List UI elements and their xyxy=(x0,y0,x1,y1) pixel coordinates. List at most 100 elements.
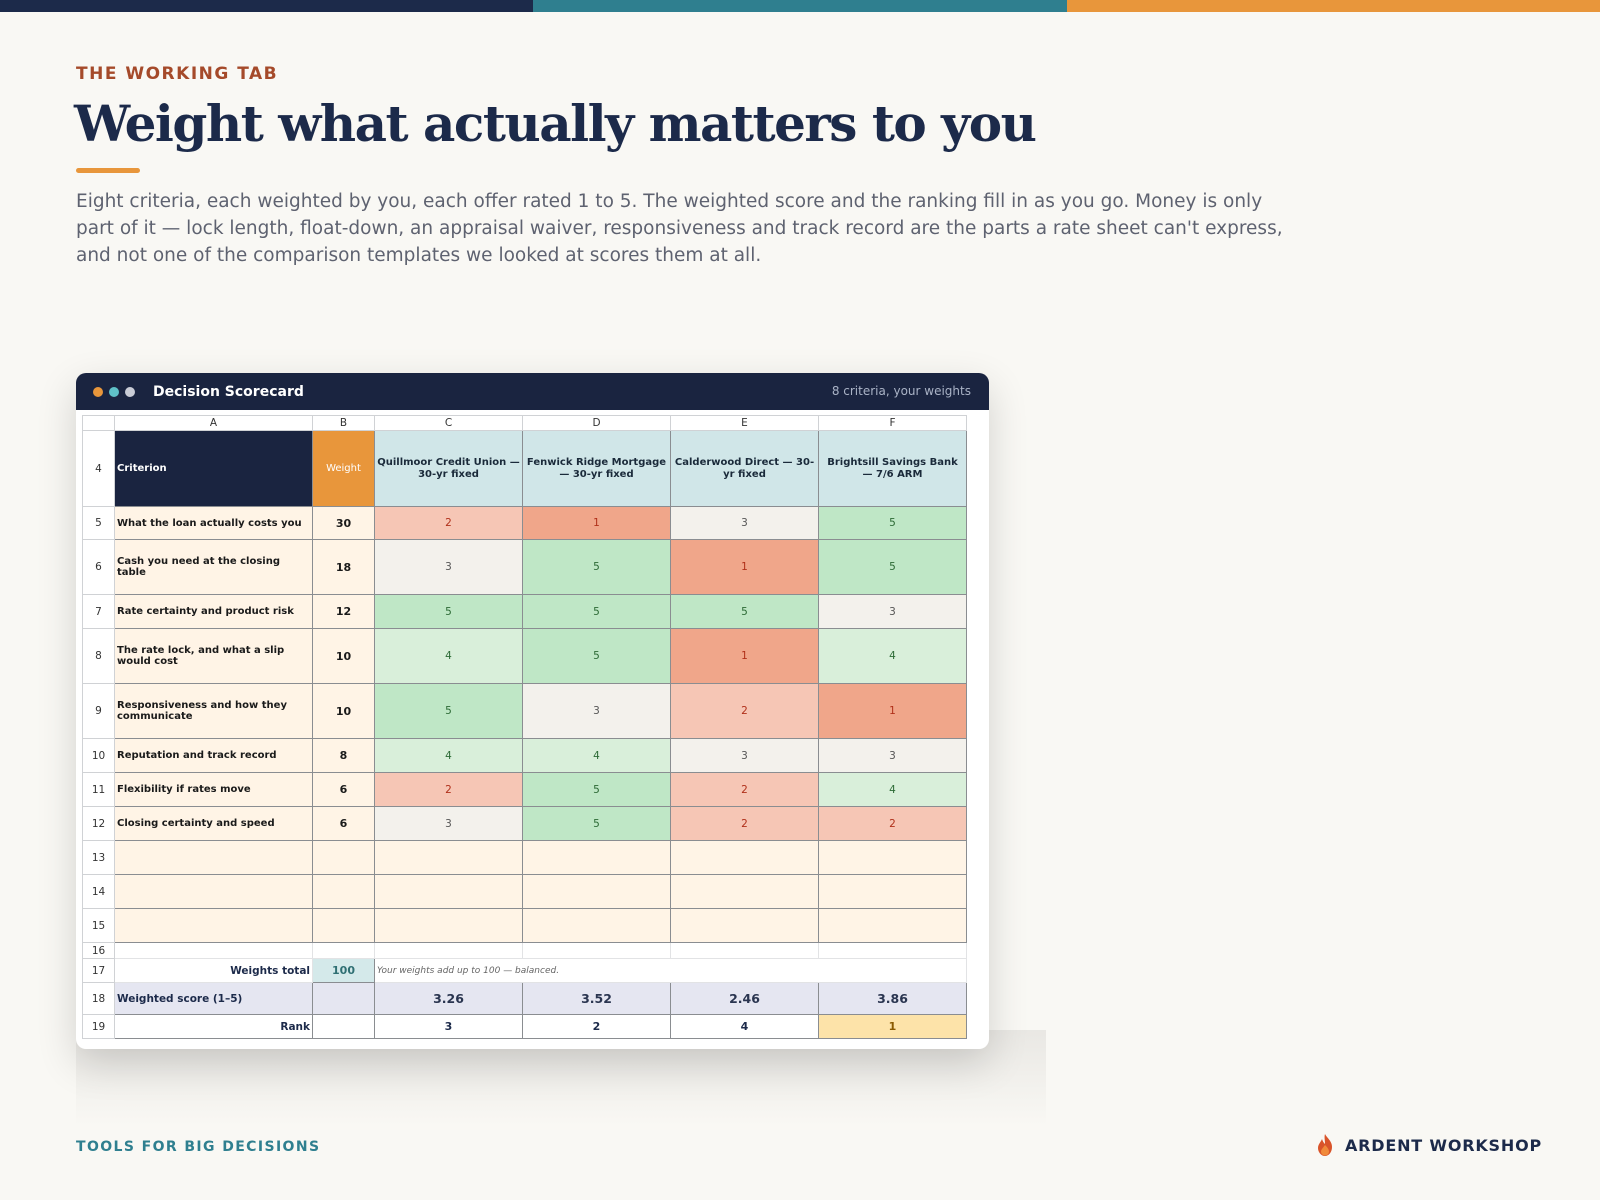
criterion-header[interactable]: Criterion xyxy=(114,430,313,507)
row-number[interactable]: 7 xyxy=(82,594,115,629)
weighted-score-value[interactable]: 3.86 xyxy=(818,982,967,1015)
row-number[interactable]: 11 xyxy=(82,772,115,807)
column-header-e[interactable]: E xyxy=(670,415,819,431)
empty-cell[interactable] xyxy=(818,840,967,875)
criterion-cell[interactable]: Responsiveness and how they communicate xyxy=(114,683,313,739)
score-cell[interactable]: 4 xyxy=(522,738,671,773)
blank-cell[interactable] xyxy=(818,942,967,959)
score-cell[interactable]: 2 xyxy=(670,683,819,739)
corner-cell[interactable] xyxy=(82,415,115,431)
rank-weight-cell[interactable] xyxy=(312,1014,375,1039)
criterion-cell[interactable]: Rate certainty and product risk xyxy=(114,594,313,629)
empty-cell[interactable] xyxy=(114,840,313,875)
score-cell[interactable]: 1 xyxy=(670,628,819,684)
weighted-score-value[interactable]: 3.52 xyxy=(522,982,671,1015)
row-number[interactable]: 19 xyxy=(82,1014,115,1039)
weighted-score-label[interactable]: Weighted score (1–5) xyxy=(114,982,313,1015)
row-number[interactable]: 15 xyxy=(82,908,115,943)
weight-cell[interactable]: 18 xyxy=(312,539,375,595)
row-number[interactable]: 13 xyxy=(82,840,115,875)
score-cell[interactable]: 2 xyxy=(670,806,819,841)
score-cell[interactable]: 5 xyxy=(818,506,967,540)
weighted-score-value[interactable]: 3.26 xyxy=(374,982,523,1015)
row-number[interactable]: 17 xyxy=(82,958,115,983)
row-number[interactable]: 18 xyxy=(82,982,115,1015)
weight-cell[interactable]: 10 xyxy=(312,683,375,739)
score-cell[interactable]: 1 xyxy=(818,683,967,739)
weight-cell[interactable]: 12 xyxy=(312,594,375,629)
window-dot-orange[interactable] xyxy=(93,386,103,397)
offer-header-calderwood[interactable]: Calderwood Direct — 30-yr fixed xyxy=(670,430,819,507)
offer-header-fenwick[interactable]: Fenwick Ridge Mortgage — 30-yr fixed xyxy=(522,430,671,507)
row-number[interactable]: 10 xyxy=(82,738,115,773)
criterion-cell[interactable]: Cash you need at the closing table xyxy=(114,539,313,595)
criterion-cell[interactable]: The rate lock, and what a slip would cos… xyxy=(114,628,313,684)
score-cell[interactable]: 5 xyxy=(522,594,671,629)
weighted-score-weight-cell[interactable] xyxy=(312,982,375,1015)
score-cell[interactable]: 5 xyxy=(374,594,523,629)
window-dot-grey[interactable] xyxy=(125,386,135,397)
window-dot-teal[interactable] xyxy=(109,386,119,397)
empty-cell[interactable] xyxy=(670,874,819,909)
score-cell[interactable]: 5 xyxy=(374,683,523,739)
score-cell[interactable]: 3 xyxy=(670,506,819,540)
weight-header[interactable]: Weight xyxy=(312,430,375,507)
empty-cell[interactable] xyxy=(522,874,671,909)
offer-header-quillmoor[interactable]: Quillmoor Credit Union — 30-yr fixed xyxy=(374,430,523,507)
empty-cell[interactable] xyxy=(374,874,523,909)
rank-value[interactable]: 3 xyxy=(374,1014,523,1039)
score-cell[interactable]: 3 xyxy=(818,594,967,629)
weight-cell[interactable]: 10 xyxy=(312,628,375,684)
weighted-score-value[interactable]: 2.46 xyxy=(670,982,819,1015)
row-number[interactable]: 14 xyxy=(82,874,115,909)
rank-value[interactable]: 2 xyxy=(522,1014,671,1039)
rank-value[interactable]: 4 xyxy=(670,1014,819,1039)
empty-cell[interactable] xyxy=(670,840,819,875)
empty-cell[interactable] xyxy=(374,908,523,943)
row-number[interactable]: 12 xyxy=(82,806,115,841)
empty-cell[interactable] xyxy=(374,840,523,875)
criterion-cell[interactable]: What the loan actually costs you xyxy=(114,506,313,540)
score-cell[interactable]: 3 xyxy=(374,806,523,841)
score-cell[interactable]: 4 xyxy=(374,738,523,773)
weight-cell[interactable]: 6 xyxy=(312,806,375,841)
column-header-b[interactable]: B xyxy=(312,415,375,431)
empty-cell[interactable] xyxy=(312,874,375,909)
weights-balance-note[interactable]: Your weights add up to 100 — balanced. xyxy=(374,958,967,983)
criterion-cell[interactable]: Closing certainty and speed xyxy=(114,806,313,841)
row-number[interactable]: 16 xyxy=(82,942,115,959)
column-header-d[interactable]: D xyxy=(522,415,671,431)
blank-cell[interactable] xyxy=(374,942,523,959)
offer-header-brightsill[interactable]: Brightsill Savings Bank — 7/6 ARM xyxy=(818,430,967,507)
score-cell[interactable]: 3 xyxy=(670,738,819,773)
score-cell[interactable]: 4 xyxy=(818,628,967,684)
empty-cell[interactable] xyxy=(312,908,375,943)
score-cell[interactable]: 5 xyxy=(522,539,671,595)
weight-cell[interactable]: 6 xyxy=(312,772,375,807)
rank-value[interactable]: 1 xyxy=(818,1014,967,1039)
column-header-c[interactable]: C xyxy=(374,415,523,431)
column-header-a[interactable]: A xyxy=(114,415,313,431)
blank-cell[interactable] xyxy=(522,942,671,959)
empty-cell[interactable] xyxy=(114,908,313,943)
empty-cell[interactable] xyxy=(312,840,375,875)
score-cell[interactable]: 5 xyxy=(522,772,671,807)
score-cell[interactable]: 3 xyxy=(818,738,967,773)
score-cell[interactable]: 2 xyxy=(670,772,819,807)
column-header-f[interactable]: F xyxy=(818,415,967,431)
empty-cell[interactable] xyxy=(818,908,967,943)
weights-total-label[interactable]: Weights total xyxy=(114,958,313,983)
score-cell[interactable]: 3 xyxy=(374,539,523,595)
weight-cell[interactable]: 8 xyxy=(312,738,375,773)
empty-cell[interactable] xyxy=(522,908,671,943)
empty-cell[interactable] xyxy=(670,908,819,943)
criterion-cell[interactable]: Reputation and track record xyxy=(114,738,313,773)
score-cell[interactable]: 4 xyxy=(374,628,523,684)
blank-cell[interactable] xyxy=(114,942,313,959)
row-number[interactable]: 9 xyxy=(82,683,115,739)
row-number[interactable]: 5 xyxy=(82,506,115,540)
score-cell[interactable]: 2 xyxy=(374,772,523,807)
score-cell[interactable]: 2 xyxy=(818,806,967,841)
weights-total-value[interactable]: 100 xyxy=(312,958,375,983)
score-cell[interactable]: 3 xyxy=(522,683,671,739)
